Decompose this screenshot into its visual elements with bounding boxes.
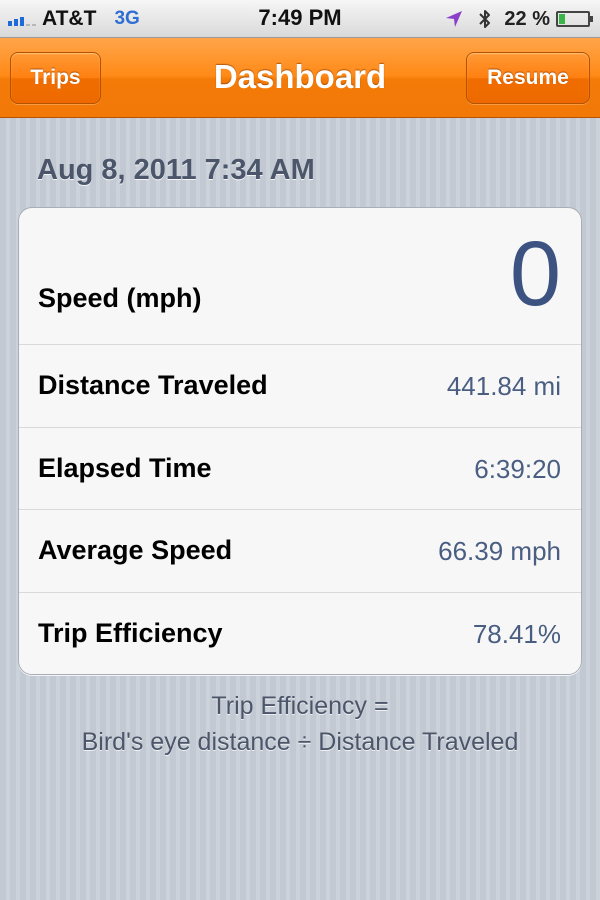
distance-value: 441.84 mi xyxy=(446,371,561,401)
speed-value: 0 xyxy=(509,223,561,325)
efficiency-formula-line2: Bird's eye distance ÷ Distance Traveled xyxy=(81,728,519,756)
battery-fill xyxy=(559,14,565,24)
status-right: 22 % xyxy=(444,6,593,32)
navigation-bar: Trips Dashboard Resume xyxy=(0,38,600,118)
status-left: AT&T 3G xyxy=(8,7,140,31)
network-type: 3G xyxy=(114,8,140,29)
trip-stats-table: Speed (mph) 0 Distance Traveled 441.84 m… xyxy=(18,207,582,675)
speed-row: Speed (mph) 0 xyxy=(19,208,581,344)
carrier-name: AT&T xyxy=(42,7,97,30)
speed-label: Speed (mph) xyxy=(38,283,202,313)
trip-efficiency-label: Trip Efficiency xyxy=(38,618,223,648)
elapsed-time-value: 6:39:20 xyxy=(474,454,561,484)
location-arrow-icon xyxy=(446,11,463,27)
trips-button[interactable]: Trips xyxy=(10,52,101,104)
average-speed-label: Average Speed xyxy=(38,535,233,565)
average-speed-value: 66.39 mph xyxy=(438,536,561,566)
signal-strength-icon xyxy=(8,17,36,31)
status-bar: AT&T 3G 7:49 PM 22 % xyxy=(0,0,600,38)
distance-row: Distance Traveled 441.84 mi xyxy=(19,344,581,427)
trip-efficiency-row: Trip Efficiency 78.41% xyxy=(19,592,581,674)
average-speed-row: Average Speed 66.39 mph xyxy=(19,509,581,592)
trip-date: Aug 8, 2011 7:34 AM xyxy=(37,154,315,186)
status-time: 7:49 PM xyxy=(258,5,342,30)
elapsed-time-label: Elapsed Time xyxy=(38,453,212,483)
battery-percent: 22 % xyxy=(504,7,550,30)
elapsed-time-row: Elapsed Time 6:39:20 xyxy=(19,427,581,509)
resume-button[interactable]: Resume xyxy=(466,52,590,104)
efficiency-formula-line1: Trip Efficiency = xyxy=(211,692,389,720)
distance-label: Distance Traveled xyxy=(38,370,268,400)
page-title: Dashboard xyxy=(213,58,387,95)
trip-efficiency-value: 78.41% xyxy=(472,619,561,649)
battery-icon xyxy=(556,11,593,27)
bluetooth-icon xyxy=(479,10,491,28)
